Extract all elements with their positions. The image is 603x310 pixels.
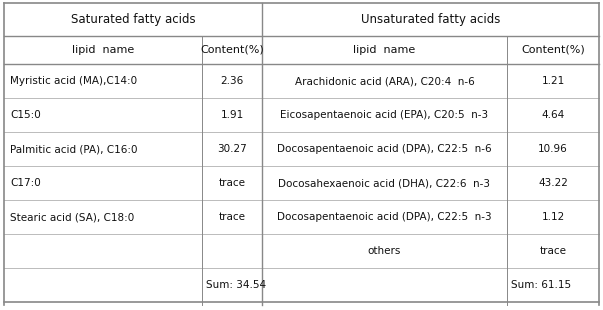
Text: 10.96: 10.96 [538,144,568,154]
Text: lipid  name: lipid name [353,45,415,55]
Text: Content(%): Content(%) [521,45,585,55]
Text: trace: trace [540,246,566,256]
Text: Palmitic acid (PA), C16:0: Palmitic acid (PA), C16:0 [10,144,137,154]
Text: Saturated fatty acids: Saturated fatty acids [71,13,195,26]
Text: 43.22: 43.22 [538,178,568,188]
Text: Docosahexaenoic acid (DHA), C22:6  n-3: Docosahexaenoic acid (DHA), C22:6 n-3 [279,178,490,188]
Text: 1.21: 1.21 [541,76,564,86]
Text: 4.64: 4.64 [541,110,564,120]
Text: Sum: 61.15: Sum: 61.15 [511,280,571,290]
Text: C15:0: C15:0 [10,110,41,120]
Text: Myristic acid (MA),C14:0: Myristic acid (MA),C14:0 [10,76,137,86]
Text: lipid  name: lipid name [72,45,134,55]
Text: Arachidonic acid (ARA), C20:4  n-6: Arachidonic acid (ARA), C20:4 n-6 [295,76,475,86]
Text: 1.91: 1.91 [220,110,244,120]
Text: Eicosapentaenoic acid (EPA), C20:5  n-3: Eicosapentaenoic acid (EPA), C20:5 n-3 [280,110,488,120]
Text: Docosapentaenoic acid (DPA), C22:5  n-3: Docosapentaenoic acid (DPA), C22:5 n-3 [277,212,492,222]
Text: 2.36: 2.36 [220,76,244,86]
Text: trace: trace [218,212,245,222]
Text: Content(%): Content(%) [200,45,264,55]
Text: C17:0: C17:0 [10,178,41,188]
Text: Docosapentaenoic acid (DPA), C22:5  n-6: Docosapentaenoic acid (DPA), C22:5 n-6 [277,144,492,154]
Text: Unsaturated fatty acids: Unsaturated fatty acids [361,13,500,26]
Text: 30.27: 30.27 [217,144,247,154]
Text: Sum: 34.54: Sum: 34.54 [206,280,266,290]
Text: 1.12: 1.12 [541,212,564,222]
Text: trace: trace [218,178,245,188]
Text: Stearic acid (SA), C18:0: Stearic acid (SA), C18:0 [10,212,134,222]
Text: others: others [368,246,401,256]
